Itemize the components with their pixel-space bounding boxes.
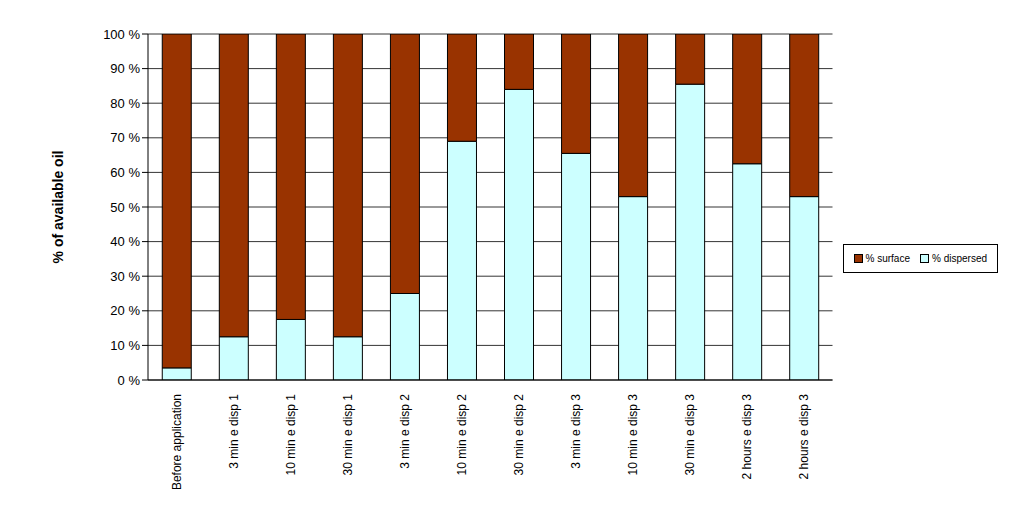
svg-text:80 %: 80 % bbox=[110, 96, 140, 111]
svg-text:40 %: 40 % bbox=[110, 234, 140, 249]
svg-text:30 min e disp 1: 30 min e disp 1 bbox=[341, 394, 355, 476]
svg-text:30 min e disp 3: 30 min e disp 3 bbox=[683, 394, 697, 476]
svg-text:10 min e disp 3: 10 min e disp 3 bbox=[626, 394, 640, 476]
svg-text:3 min e disp 3: 3 min e disp 3 bbox=[569, 394, 583, 469]
svg-text:20 %: 20 % bbox=[110, 303, 140, 318]
svg-text:30 %: 30 % bbox=[110, 269, 140, 284]
svg-text:0 %: 0 % bbox=[118, 373, 141, 388]
svg-text:3 min e disp 2: 3 min e disp 2 bbox=[398, 394, 412, 469]
svg-text:60 %: 60 % bbox=[110, 165, 140, 180]
svg-text:100 %: 100 % bbox=[103, 27, 140, 42]
svg-text:50 %: 50 % bbox=[110, 200, 140, 215]
svg-text:2 hours e disp 3: 2 hours e disp 3 bbox=[797, 394, 811, 480]
html-text:% surface: % surface bbox=[865, 252, 910, 264]
svg-text:Before application: Before application bbox=[170, 394, 184, 490]
svg-text:10 min e disp 1: 10 min e disp 1 bbox=[284, 394, 298, 476]
svg-text:3 min e disp 1: 3 min e disp 1 bbox=[227, 394, 241, 469]
svg-text:10 min e disp 2: 10 min e disp 2 bbox=[455, 394, 469, 476]
svg-text:% of available oil: % of available oil bbox=[50, 151, 66, 264]
svg-text:90 %: 90 % bbox=[110, 61, 140, 76]
svg-text:70 %: 70 % bbox=[110, 130, 140, 145]
html-text:% dispersed: % dispersed bbox=[932, 252, 987, 264]
svg-text:10 %: 10 % bbox=[110, 338, 140, 353]
svg-text:2 hours e disp 3: 2 hours e disp 3 bbox=[740, 394, 754, 480]
svg-text:30 min e disp 2: 30 min e disp 2 bbox=[512, 394, 526, 476]
